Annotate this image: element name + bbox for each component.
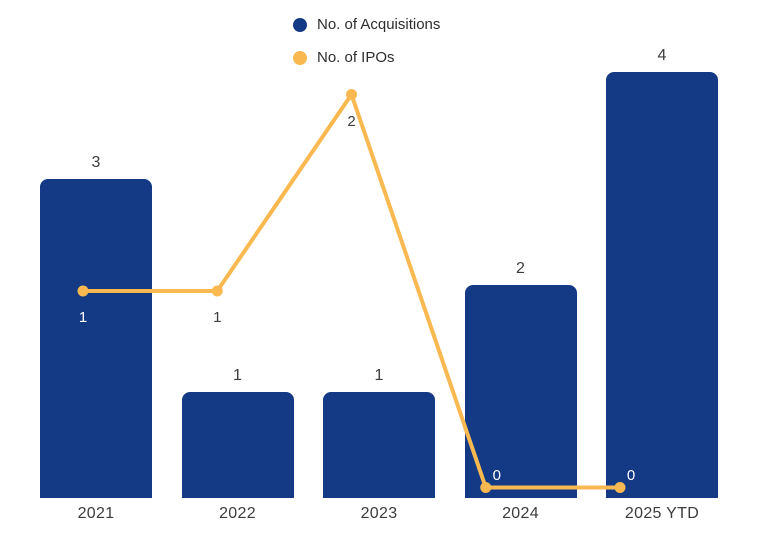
- legend-label-ipos: No. of IPOs: [317, 49, 395, 66]
- line-point-2021[interactable]: [77, 285, 89, 297]
- line-value-label-2024: 0: [492, 466, 501, 484]
- bar-value-label-2025-ytd: 4: [657, 47, 667, 64]
- category-label-2024: 2024: [502, 505, 539, 522]
- acquisitions-circle-icon: [293, 18, 307, 32]
- legend-item-acquisitions[interactable]: No. of Acquisitions: [293, 15, 440, 35]
- line-value-label-2023: 2: [347, 112, 356, 130]
- bar-2023[interactable]: [323, 391, 435, 498]
- bar-2021[interactable]: [40, 178, 152, 498]
- line-value-label-2022: 1: [213, 309, 222, 326]
- line-value-label-2021: 1: [78, 309, 88, 326]
- ipos-circle-icon: [293, 51, 307, 65]
- bar-value-label-2024: 2: [516, 260, 525, 277]
- line-point-2024[interactable]: [480, 482, 492, 493]
- bar-2025-ytd[interactable]: [606, 72, 718, 498]
- legend-label-acquisitions: No. of Acquisitions: [317, 16, 441, 33]
- category-label-2023: 2023: [360, 505, 398, 522]
- bar-2022[interactable]: [181, 391, 294, 498]
- line-point-2022[interactable]: [211, 285, 223, 297]
- bar-value-label-2023: 1: [374, 366, 384, 384]
- ipo-line: [81, 92, 622, 490]
- bar-2024[interactable]: [464, 285, 577, 498]
- line-point-2025-ytd[interactable]: [614, 482, 626, 493]
- category-label-2025-ytd: 2025 YTD: [624, 505, 700, 522]
- bar-value-label-2021: 3: [91, 153, 101, 171]
- bar-value-label-2022: 1: [233, 366, 242, 384]
- category-label-2021: 2021: [77, 505, 115, 522]
- line-point-2023[interactable]: [346, 89, 357, 100]
- legend-item-ipos[interactable]: No. of IPOs: [293, 48, 440, 68]
- legend: No. of Acquisitions No. of IPOs: [293, 15, 440, 68]
- line-value-label-2025-ytd: 0: [626, 466, 636, 484]
- category-label-2022: 2022: [219, 505, 256, 522]
